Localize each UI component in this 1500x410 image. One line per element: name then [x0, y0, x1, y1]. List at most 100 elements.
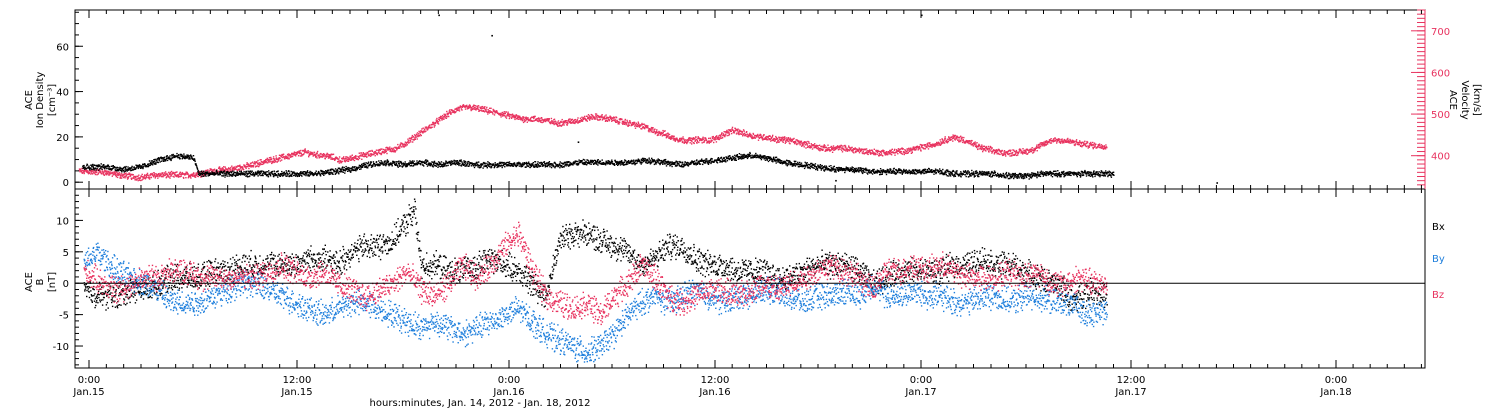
velocity-series-point [256, 161, 258, 164]
velocity-series-point [316, 150, 319, 153]
velocity-series-point [1044, 142, 1046, 144]
velocity-series-point [781, 137, 783, 139]
velocity-series-point [168, 176, 170, 178]
velocity-series-point [232, 168, 234, 170]
density-series-point [440, 161, 443, 163]
velocity-series-point [844, 145, 847, 147]
velocity-series-point [804, 144, 807, 146]
velocity-series-point [184, 172, 186, 175]
velocity-series-point [864, 152, 866, 154]
velocity-series-point [294, 154, 297, 156]
velocity-series-point [218, 166, 221, 168]
velocity-series-point [666, 136, 668, 138]
velocity-series-point [154, 175, 156, 177]
density-series-point [381, 161, 383, 163]
velocity-series-point [995, 149, 997, 151]
velocity-series-point [893, 152, 895, 154]
velocity-series-point [580, 118, 583, 121]
velocity-series-point [270, 158, 273, 161]
density-series-point [249, 170, 252, 172]
density-series-point [321, 170, 323, 172]
velocity-series-point [902, 148, 904, 150]
velocity-series-point [492, 108, 494, 111]
density-series-point [504, 166, 506, 168]
velocity-series-point [1049, 142, 1052, 144]
velocity-series-point [1084, 140, 1086, 142]
velocity-series-point [239, 167, 242, 169]
density-series-point [400, 161, 403, 164]
velocity-series-point [509, 116, 511, 118]
velocity-series-point [339, 160, 341, 162]
velocity-series-point [321, 156, 324, 158]
velocity-series-point [695, 138, 697, 141]
velocity-series-point [867, 150, 869, 152]
velocity-series-point [715, 138, 717, 140]
velocity-series-point [523, 118, 525, 121]
density-series-point [559, 167, 561, 169]
velocity-series-point [581, 120, 584, 122]
density-series-point [101, 168, 103, 170]
velocity-series-point [247, 165, 249, 167]
density-series-point [338, 173, 340, 175]
velocity-series-point [481, 110, 483, 112]
velocity-series-point [1018, 151, 1020, 153]
velocity-series-point [88, 172, 91, 174]
velocity-series-point [596, 117, 598, 119]
velocity-series-point [790, 140, 793, 143]
density-series-point [166, 155, 168, 157]
density-series-point [608, 160, 611, 163]
density-series-point [240, 170, 242, 173]
velocity-series-point [427, 127, 429, 130]
velocity-series-point [856, 148, 858, 151]
velocity-series-point [738, 132, 740, 134]
density-series-point [437, 166, 439, 168]
velocity-series-point [483, 107, 485, 109]
velocity-series-point [946, 142, 949, 144]
velocity-series-point [810, 146, 813, 148]
density-series-point [154, 158, 156, 161]
velocity-series-point [711, 136, 714, 138]
velocity-series-point [86, 171, 88, 173]
velocity-series-point [783, 138, 786, 141]
velocity-series-point [734, 127, 736, 130]
velocity-series-point [1007, 150, 1009, 153]
velocity-series-point [951, 138, 954, 140]
density-series-point [564, 161, 567, 164]
velocity-series-point [830, 145, 833, 148]
density-series-point [343, 166, 345, 169]
velocity-series-point [184, 174, 186, 176]
density-series-point [361, 166, 364, 168]
velocity-series-point [782, 136, 784, 138]
velocity-series-point [533, 117, 535, 120]
velocity-series-point [938, 143, 941, 145]
velocity-series-point [467, 106, 469, 109]
velocity-series-point [702, 136, 704, 138]
velocity-series-point [522, 119, 524, 122]
velocity-series-point [268, 161, 270, 163]
velocity-series-point [221, 168, 223, 171]
velocity-series-point [836, 146, 838, 148]
velocity-series-point [304, 150, 307, 152]
velocity-series-point [985, 146, 988, 149]
velocity-series-point [260, 163, 262, 165]
density-series-point [474, 165, 477, 167]
velocity-series-point [262, 161, 264, 163]
velocity-series-point [423, 130, 425, 132]
velocity-series-point [870, 152, 872, 155]
velocity-series-point [517, 116, 519, 119]
velocity-series-point [998, 153, 1000, 155]
velocity-series-point [976, 145, 979, 148]
velocity-series-point [890, 149, 892, 151]
velocity-series-point [601, 119, 604, 121]
velocity-series-point [139, 177, 142, 179]
velocity-series-point [417, 135, 420, 137]
velocity-series-point [111, 175, 113, 177]
velocity-series-point [987, 149, 989, 151]
velocity-series-point [852, 149, 854, 151]
velocity-series-point [784, 142, 786, 144]
velocity-series-point [698, 141, 700, 144]
density-series-point [532, 162, 534, 164]
velocity-series-point [770, 140, 772, 142]
velocity-series-point [801, 142, 803, 144]
velocity-series-point [259, 162, 262, 164]
